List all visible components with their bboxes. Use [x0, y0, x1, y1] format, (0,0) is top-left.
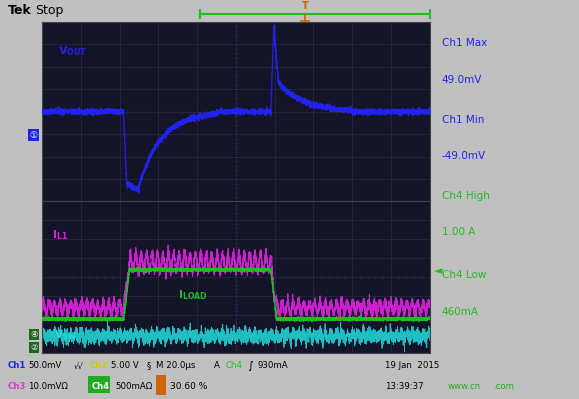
Text: $\mathbf{I_{LOAD}}$: $\mathbf{I_{LOAD}}$ [178, 288, 208, 302]
Text: 10.0mVΩ: 10.0mVΩ [28, 382, 68, 391]
Text: ◄: ◄ [434, 266, 442, 276]
Text: 1.00 A: 1.00 A [442, 227, 475, 237]
Text: 13:39:37: 13:39:37 [385, 382, 424, 391]
Text: ∫: ∫ [247, 361, 253, 371]
Text: Ch4 High: Ch4 High [442, 191, 489, 201]
Text: www.cn: www.cn [448, 382, 481, 391]
Text: 50.0mV: 50.0mV [28, 361, 61, 370]
Text: Ch1 Min: Ch1 Min [442, 115, 484, 124]
Text: Ch3: Ch3 [8, 382, 27, 391]
Text: A: A [214, 361, 220, 370]
Text: ①: ① [30, 130, 38, 140]
Text: √√: √√ [74, 361, 84, 370]
Text: M 20.0μs: M 20.0μs [156, 361, 195, 370]
Text: 460mA: 460mA [442, 307, 479, 317]
Text: 930mA: 930mA [258, 361, 288, 370]
Text: 500mAΩ: 500mAΩ [115, 382, 152, 391]
Text: §: § [147, 361, 151, 370]
Bar [156, 375, 166, 395]
Text: $\mathbf{V_{SW}}$: $\mathbf{V_{SW}}$ [54, 328, 77, 342]
Text: Ch4: Ch4 [92, 382, 110, 391]
Text: Ch4: Ch4 [225, 361, 242, 370]
Text: Ch1: Ch1 [8, 361, 27, 370]
Text: Ch1 Max: Ch1 Max [442, 38, 487, 48]
Text: ②: ② [30, 343, 38, 352]
Text: ④: ④ [30, 330, 38, 340]
Bar [88, 376, 110, 393]
Text: -49.0mV: -49.0mV [442, 151, 486, 161]
Text: $\mathbf{I_{L1}}$: $\mathbf{I_{L1}}$ [52, 228, 68, 242]
Text: Ch2: Ch2 [90, 361, 108, 370]
Text: .com: .com [493, 382, 514, 391]
Text: 19 Jan  2015: 19 Jan 2015 [385, 361, 439, 370]
Text: Ch4 Low: Ch4 Low [442, 270, 486, 280]
Text: Tek: Tek [8, 4, 32, 18]
Text: 49.0mV: 49.0mV [442, 75, 482, 85]
Text: 30.60 %: 30.60 % [170, 382, 207, 391]
Text: 5.00 V: 5.00 V [111, 361, 139, 370]
Text: Stop: Stop [35, 4, 63, 18]
Text: T: T [302, 1, 309, 11]
Text: $\mathbf{V_{OUT}}$: $\mathbf{V_{OUT}}$ [58, 44, 87, 58]
